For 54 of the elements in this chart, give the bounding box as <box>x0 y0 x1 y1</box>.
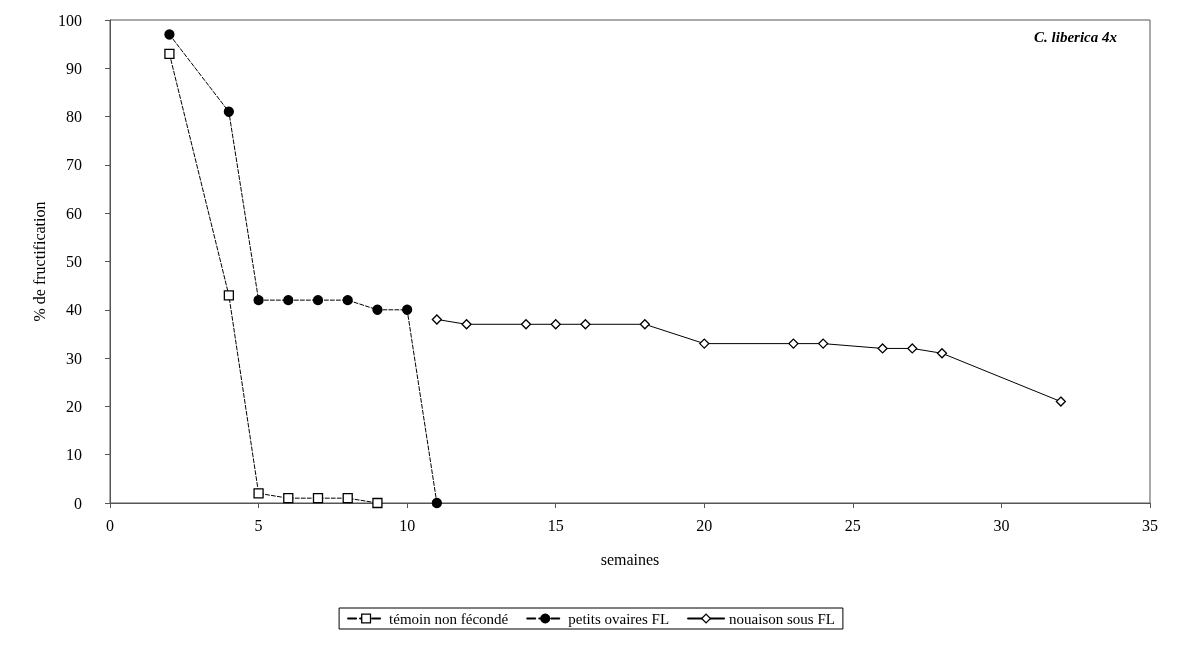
point <box>788 338 799 349</box>
point <box>1055 396 1067 407</box>
x-tick-label: 0 <box>106 516 114 534</box>
point <box>936 348 948 359</box>
point <box>520 319 532 330</box>
point <box>164 29 175 40</box>
x-axis-title: semaines <box>600 550 660 568</box>
point <box>283 493 294 504</box>
point <box>699 338 710 349</box>
y-tick-label: 100 <box>58 11 82 29</box>
point <box>817 338 829 349</box>
point <box>312 294 324 306</box>
point <box>402 304 413 315</box>
point <box>877 343 888 354</box>
y-tick-label: 30 <box>66 349 82 367</box>
point <box>431 497 443 509</box>
legend-label: nouaison sous FL <box>729 610 835 627</box>
point <box>431 314 443 325</box>
x-tick-label: 30 <box>993 516 1010 534</box>
legend-label: témoin non fécondé <box>389 610 509 627</box>
x-tick-label: 10 <box>399 516 416 534</box>
point <box>342 493 353 504</box>
y-tick-label: 90 <box>66 59 82 77</box>
point <box>253 488 264 499</box>
point <box>372 497 383 509</box>
point <box>372 304 383 315</box>
point <box>461 319 472 330</box>
point <box>223 106 235 117</box>
y-tick-label: 10 <box>66 446 82 464</box>
y-tick-label: 0 <box>74 494 82 512</box>
x-tick-label: 15 <box>547 516 564 534</box>
point <box>312 493 324 504</box>
point <box>580 319 591 330</box>
point <box>550 319 561 330</box>
point <box>342 294 353 306</box>
point <box>907 343 918 354</box>
x-tick-label: 20 <box>696 516 713 534</box>
y-tick-label: 60 <box>66 204 82 222</box>
legend-label: petits ovaires FL <box>568 610 670 627</box>
y-tick-label: 70 <box>66 156 82 174</box>
y-axis-title: % de fructification <box>30 201 48 322</box>
point <box>639 319 651 330</box>
y-tick-label: 20 <box>66 397 82 415</box>
y-tick-label: 50 <box>66 253 82 270</box>
y-tick-label: 40 <box>66 301 82 319</box>
point <box>164 48 175 59</box>
text: C. liberica 4x <box>1034 28 1118 45</box>
x-tick-label: 35 <box>1142 516 1158 534</box>
x-tick-label: 25 <box>844 516 861 534</box>
point <box>223 290 235 301</box>
point <box>253 294 264 306</box>
y-tick-label: 80 <box>66 108 82 126</box>
x-tick-label: 5 <box>254 516 263 534</box>
point <box>283 294 294 306</box>
